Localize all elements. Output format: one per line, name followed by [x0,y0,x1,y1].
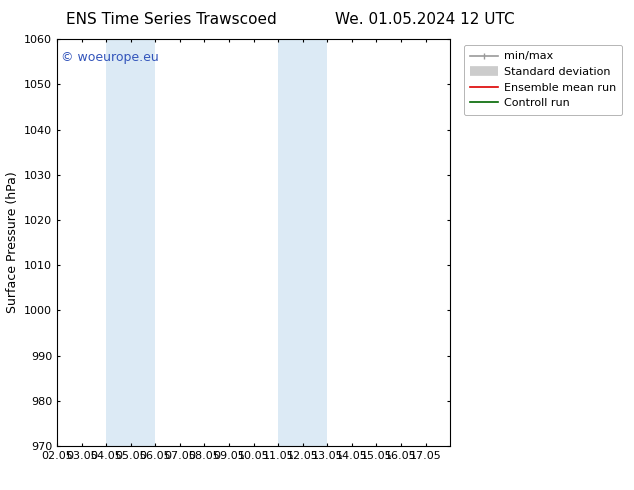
Bar [106,39,155,446]
Bar [278,39,327,446]
Legend: min/max, Standard deviation, Ensemble mean run, Controll run: min/max, Standard deviation, Ensemble me… [463,45,623,115]
Y-axis label: Surface Pressure (hPa): Surface Pressure (hPa) [6,172,18,314]
Text: ENS Time Series Trawscoed: ENS Time Series Trawscoed [66,12,276,27]
Text: © woeurope.eu: © woeurope.eu [61,51,158,64]
Text: We. 01.05.2024 12 UTC: We. 01.05.2024 12 UTC [335,12,515,27]
